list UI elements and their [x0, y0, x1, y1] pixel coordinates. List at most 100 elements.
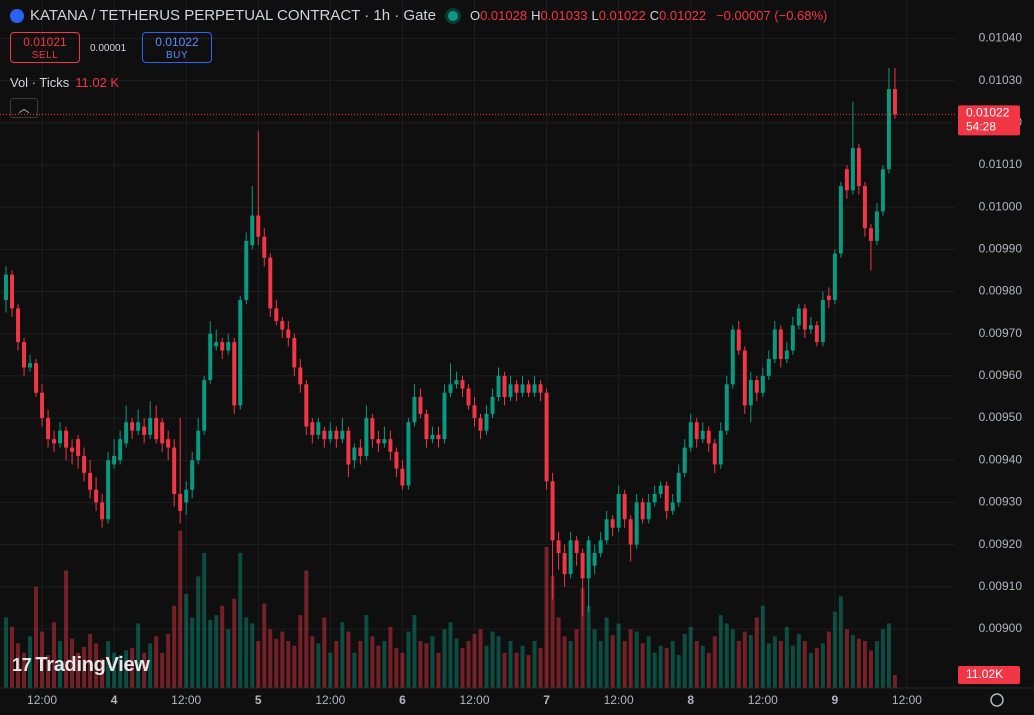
ohlc-legend: O0.01028 H0.01033 L0.01022 C0.01022 — [470, 8, 710, 23]
candle-body — [820, 299, 825, 343]
volume-bar — [40, 631, 45, 688]
candle-body — [760, 375, 765, 393]
volume-bar — [58, 641, 63, 688]
x-tick-label: 12:00 — [892, 693, 922, 707]
volume-bar — [268, 629, 273, 688]
grid — [0, 0, 955, 688]
y-tick-label: 0.00940 — [979, 452, 1023, 466]
candle-body — [622, 493, 627, 520]
volume-bar — [364, 615, 369, 688]
candle-body — [538, 384, 543, 393]
candle-body — [850, 148, 855, 191]
candle-body — [460, 380, 465, 389]
candle-body — [394, 451, 399, 469]
candle-body — [190, 460, 195, 490]
candle-body — [880, 169, 885, 212]
volume-bar — [874, 641, 879, 688]
ohlc-key: C — [649, 8, 660, 23]
volume-bar — [238, 552, 243, 688]
volume-bar — [538, 648, 543, 688]
volume-bar — [712, 636, 717, 688]
volume-bar — [352, 652, 357, 688]
candle-body — [766, 359, 771, 376]
candle-body — [796, 308, 801, 326]
candle-body — [82, 456, 87, 473]
candle-body — [196, 430, 201, 461]
candle-body — [754, 380, 759, 393]
settings-icon[interactable] — [990, 693, 1004, 707]
ohlc-key: O — [469, 8, 481, 23]
volume-bar — [406, 631, 411, 688]
candle-body — [274, 308, 279, 322]
volume-bar — [454, 638, 459, 688]
candle-body — [640, 502, 645, 520]
candle-body — [496, 375, 501, 397]
buy-label: BUY — [165, 50, 189, 61]
volume-bar — [52, 622, 57, 688]
header: KATANA / TETHERUS PERPETUAL CONTRACT · 1… — [10, 7, 827, 24]
candle-body — [280, 321, 285, 330]
candle-body — [808, 325, 813, 330]
volume-bar — [292, 645, 297, 688]
candle-body — [544, 392, 549, 482]
y-tick-label: 0.00980 — [979, 284, 1023, 298]
volume-bar — [880, 629, 885, 688]
candle-body — [106, 460, 111, 520]
ohlc-value: 0.01022 — [598, 8, 646, 23]
candle-body — [628, 519, 633, 545]
candle-body — [700, 430, 705, 440]
candle-body — [316, 422, 321, 435]
volume-bar — [400, 652, 405, 688]
candle-body — [694, 422, 699, 440]
y-tick-label: 0.01010 — [979, 157, 1023, 171]
x-tick-label: 9 — [832, 693, 839, 707]
candle-body — [556, 540, 561, 554]
volume-bar — [418, 641, 423, 688]
x-tick-label: 12:00 — [171, 693, 201, 707]
volume-bar — [706, 652, 711, 688]
volume-bar — [520, 645, 525, 688]
volume-bar — [370, 636, 375, 688]
volume-bar — [886, 623, 891, 688]
candle-body — [502, 375, 507, 397]
volume-bar — [34, 586, 39, 688]
candle-body — [334, 430, 339, 440]
volume-bar — [628, 629, 633, 688]
volume-bar — [616, 623, 621, 688]
volume-bar — [508, 641, 513, 688]
y-tick-label: 0.00900 — [979, 621, 1023, 635]
candle-body — [262, 236, 267, 258]
candle-body — [736, 329, 741, 351]
volume-bar — [190, 617, 195, 688]
price-tag: 0.01022 — [966, 106, 1010, 120]
volume-bar — [112, 652, 117, 688]
sell-button[interactable]: 0.01021 SELL — [10, 32, 80, 63]
brand-logo: 17 TradingView — [12, 654, 150, 676]
volume-bar — [286, 641, 291, 688]
candle-body — [406, 422, 411, 486]
volume-bar — [388, 626, 393, 688]
candle-body — [382, 439, 387, 444]
volume-bar — [802, 641, 807, 688]
volume-bar — [856, 638, 861, 688]
collapse-button[interactable]: ︿ — [10, 98, 38, 118]
candle-body — [4, 274, 8, 300]
volume-bar — [94, 643, 99, 688]
candle-body — [208, 333, 213, 381]
candle-body — [352, 447, 357, 461]
candle-body — [166, 439, 171, 448]
volume-bar — [490, 631, 495, 688]
candle-body — [442, 392, 447, 440]
y-tick-label: 0.00990 — [979, 242, 1023, 256]
volume-bar — [196, 576, 201, 688]
candle-body — [142, 426, 147, 435]
volume-bar — [826, 631, 831, 688]
candle-body — [124, 422, 129, 444]
buy-button[interactable]: 0.01022 BUY — [142, 32, 212, 63]
ohlc-key: H — [531, 8, 541, 23]
candle-body — [514, 384, 519, 393]
volume-bar — [136, 623, 141, 688]
candle-body — [826, 295, 831, 300]
